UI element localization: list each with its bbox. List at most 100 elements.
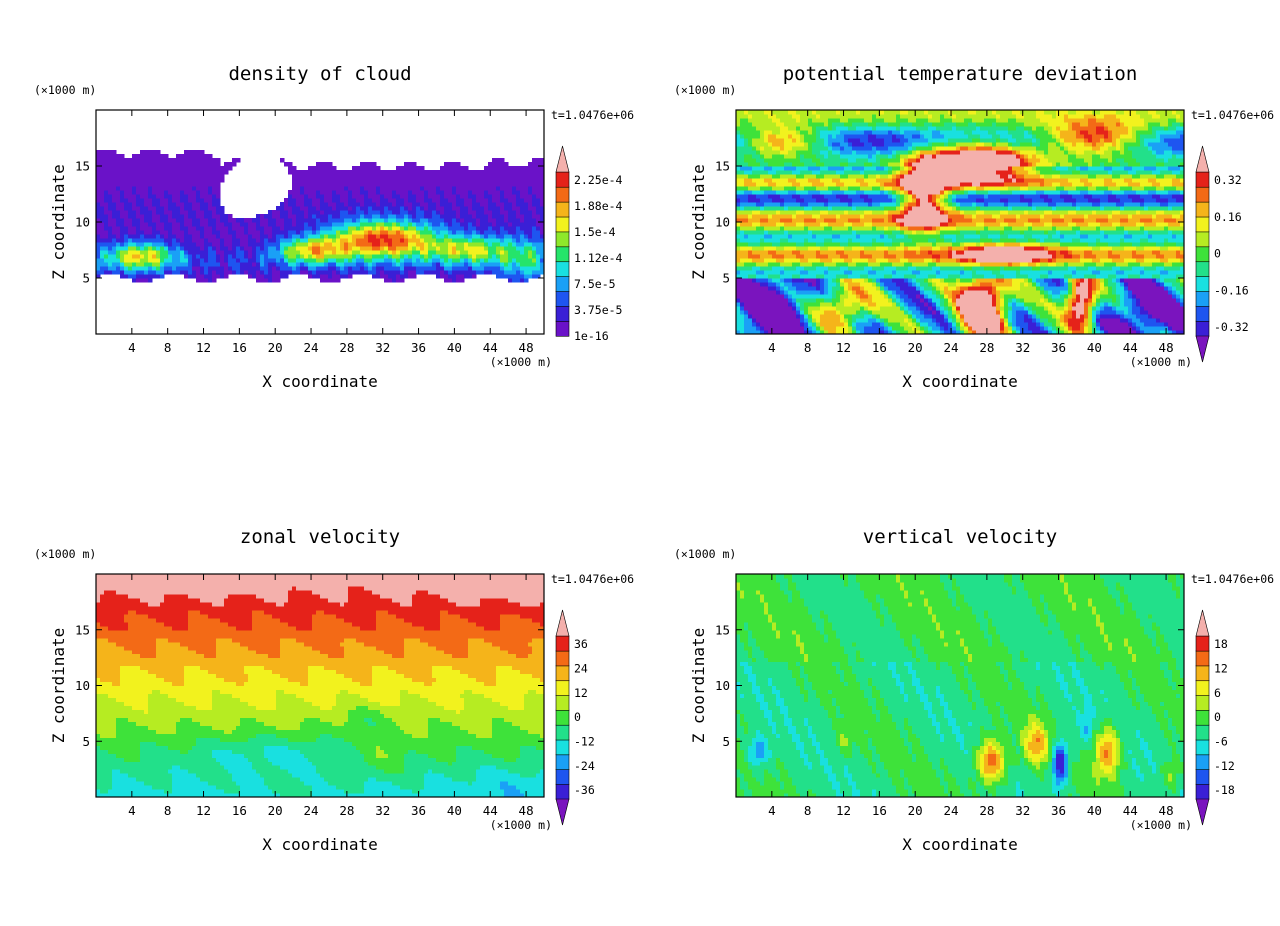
heatmap-cell: [200, 170, 205, 175]
heatmap-cell: [364, 242, 369, 247]
heatmap-cell: [788, 210, 793, 215]
heatmap-cell: [300, 186, 305, 191]
heatmap-cell: [184, 186, 189, 191]
heatmap-cell: [256, 242, 261, 247]
heatmap-cell: [240, 230, 245, 235]
heatmap-cell: [188, 158, 193, 163]
heatmap-cell: [824, 110, 829, 115]
heatmap-cell: [852, 322, 857, 327]
heatmap-cell: [196, 166, 201, 171]
heatmap-cell: [120, 154, 125, 159]
heatmap-cell: [380, 198, 385, 203]
heatmap-cell: [212, 234, 217, 239]
heatmap-cell: [132, 186, 137, 191]
heatmap-cell: [816, 110, 821, 115]
heatmap-cell: [448, 230, 453, 235]
heatmap-cell: [736, 166, 741, 171]
heatmap-cell: [760, 174, 765, 179]
heatmap-cell: [380, 222, 385, 227]
heatmap-cell: [840, 290, 845, 295]
heatmap-cell: [448, 218, 453, 223]
heatmap-cell: [516, 278, 521, 283]
heatmap-cell: [300, 238, 305, 243]
heatmap-cell: [188, 226, 193, 231]
heatmap-cell: [736, 126, 741, 131]
heatmap-cell: [856, 222, 861, 227]
heatmap-cell: [512, 198, 517, 203]
heatmap-cell: [476, 186, 481, 191]
heatmap-cell: [436, 254, 441, 259]
heatmap-cell: [172, 222, 177, 227]
heatmap-cell: [856, 138, 861, 143]
heatmap-cell: [408, 250, 413, 255]
heatmap-cell: [268, 278, 273, 283]
heatmap-cell: [224, 230, 229, 235]
heatmap-cell: [740, 154, 745, 159]
heatmap-cell: [484, 246, 489, 251]
heatmap-cell: [824, 206, 829, 211]
heatmap-cell: [468, 178, 473, 183]
heatmap-cell: [760, 310, 765, 315]
heatmap-cell: [404, 166, 409, 171]
heatmap-cell: [216, 222, 221, 227]
heatmap-cell: [420, 246, 425, 251]
heatmap-cell: [808, 310, 813, 315]
heatmap-cell: [836, 206, 841, 211]
heatmap-cell: [476, 170, 481, 175]
heatmap-cell: [428, 262, 433, 267]
heatmap-cell: [848, 166, 853, 171]
heatmap-cell: [844, 202, 849, 207]
heatmap-cell: [796, 198, 801, 203]
heatmap-cell: [412, 206, 417, 211]
heatmap-cell: [736, 142, 741, 147]
heatmap-cell: [416, 234, 421, 239]
heatmap-cell: [212, 206, 217, 211]
heatmap-cell: [176, 214, 181, 219]
heatmap-cell: [108, 174, 113, 179]
heatmap-cell: [272, 214, 277, 219]
heatmap-cell: [848, 302, 853, 307]
heatmap-cell: [420, 234, 425, 239]
heatmap-cell: [864, 218, 869, 223]
heatmap-cell: [760, 262, 765, 267]
heatmap-cell: [372, 238, 377, 243]
heatmap-cell: [760, 194, 765, 199]
heatmap-cell: [128, 206, 133, 211]
heatmap-cell: [200, 182, 205, 187]
heatmap-cell: [784, 246, 789, 251]
heatmap-cell: [784, 210, 789, 215]
heatmap-cell: [340, 174, 345, 179]
heatmap-cell: [444, 186, 449, 191]
heatmap-cell: [856, 110, 861, 115]
heatmap-cell: [136, 222, 141, 227]
heatmap-cell: [796, 250, 801, 255]
heatmap-cell: [844, 126, 849, 131]
heatmap-cell: [752, 310, 757, 315]
heatmap-cell: [772, 230, 777, 235]
heatmap-cell: [516, 186, 521, 191]
heatmap-cell: [260, 278, 265, 283]
heatmap-cell: [772, 286, 777, 291]
heatmap-cell: [468, 226, 473, 231]
heatmap-cell: [488, 178, 493, 183]
heatmap-cell: [212, 198, 217, 203]
heatmap-cell: [736, 170, 741, 175]
heatmap-cell: [844, 158, 849, 163]
heatmap-cell: [324, 218, 329, 223]
heatmap-cell: [136, 210, 141, 215]
heatmap-cell: [512, 226, 517, 231]
heatmap-cell: [496, 238, 501, 243]
heatmap-cell: [432, 246, 437, 251]
heatmap-cell: [360, 226, 365, 231]
heatmap-cell: [280, 250, 285, 255]
heatmap-cell: [828, 270, 833, 275]
heatmap-cell: [812, 242, 817, 247]
heatmap-cell: [428, 254, 433, 259]
heatmap-cell: [444, 262, 449, 267]
heatmap-cell: [752, 234, 757, 239]
heatmap-cell: [508, 254, 513, 259]
heatmap-cell: [856, 194, 861, 199]
heatmap-cell: [796, 194, 801, 199]
heatmap-cell: [188, 174, 193, 179]
heatmap-cell: [480, 186, 485, 191]
